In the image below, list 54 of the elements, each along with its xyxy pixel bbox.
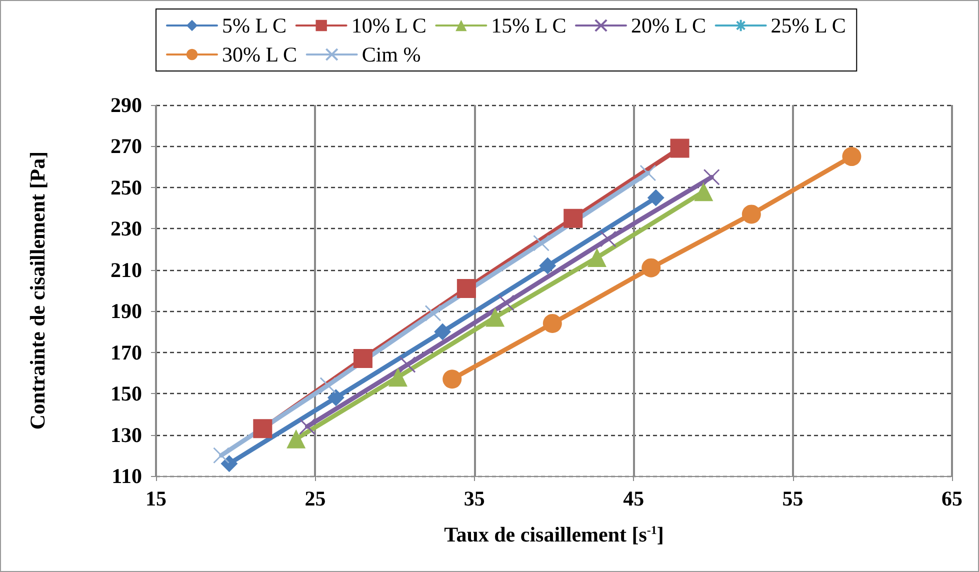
y-tick-label: 250 bbox=[110, 175, 142, 200]
y-tick-label: 130 bbox=[110, 422, 142, 447]
point bbox=[424, 304, 442, 322]
point bbox=[320, 377, 336, 394]
x-tick-label: 65 bbox=[942, 486, 962, 510]
point bbox=[486, 308, 505, 327]
legend-label: 20% L C bbox=[630, 14, 706, 38]
legend-label: 25% L C bbox=[770, 14, 846, 38]
point bbox=[399, 356, 416, 373]
point bbox=[442, 370, 462, 389]
point bbox=[327, 389, 344, 406]
point bbox=[253, 419, 272, 438]
point bbox=[670, 138, 690, 158]
y-tick-label: 210 bbox=[110, 258, 142, 282]
y-tick-label: 110 bbox=[112, 464, 142, 488]
point bbox=[539, 257, 556, 274]
point bbox=[600, 230, 616, 248]
point bbox=[742, 204, 761, 224]
y-tick-label: 270 bbox=[110, 134, 142, 158]
point bbox=[647, 189, 664, 206]
point bbox=[353, 349, 372, 368]
point bbox=[642, 258, 661, 278]
point bbox=[587, 248, 606, 268]
y-tick-label: 190 bbox=[110, 299, 142, 324]
point bbox=[703, 168, 720, 186]
x-tick-label: 15 bbox=[146, 486, 166, 510]
point bbox=[298, 418, 316, 435]
legend-label: Cim % bbox=[362, 42, 421, 66]
point bbox=[456, 278, 476, 298]
legend-label: 15% L C bbox=[491, 14, 566, 38]
x-tick-label: 25 bbox=[304, 486, 326, 510]
point bbox=[213, 447, 230, 464]
x-tick-label: 45 bbox=[623, 486, 644, 510]
point bbox=[220, 455, 238, 472]
x-tick-label: 55 bbox=[782, 486, 804, 510]
point bbox=[694, 182, 714, 202]
point bbox=[498, 294, 514, 312]
y-axis-title: Contrainte de cisaillement [Pa] bbox=[26, 151, 50, 430]
x-tick-label: 35 bbox=[464, 486, 485, 510]
y-tick-label: 170 bbox=[110, 340, 142, 364]
y-tick-label: 150 bbox=[110, 382, 142, 406]
point bbox=[286, 429, 306, 448]
legend-label: 5% L C bbox=[222, 14, 287, 38]
point bbox=[640, 164, 656, 182]
y-tick-label: 290 bbox=[110, 93, 142, 117]
point bbox=[533, 234, 550, 252]
legend-label: 10% L C bbox=[351, 14, 426, 38]
y-tick-label: 230 bbox=[110, 216, 142, 241]
point bbox=[842, 147, 862, 166]
legend-label: 30% L C bbox=[222, 42, 298, 66]
point bbox=[388, 368, 408, 387]
point bbox=[542, 314, 562, 333]
point bbox=[434, 323, 452, 340]
point bbox=[564, 208, 583, 228]
